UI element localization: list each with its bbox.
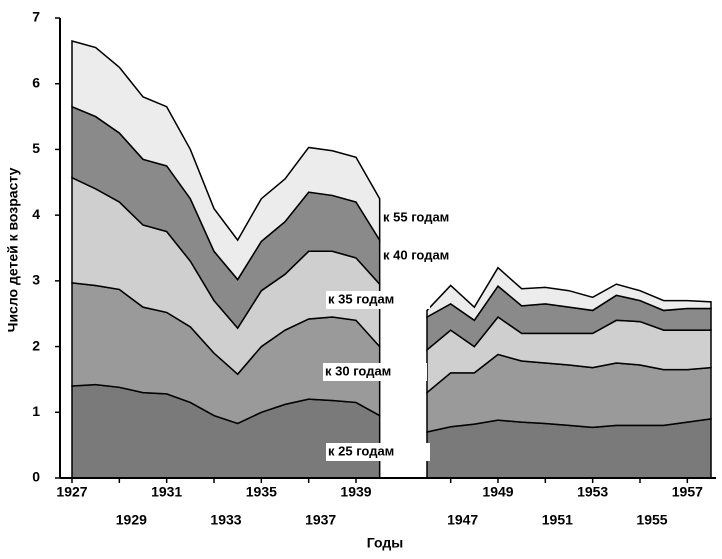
- x-tick-label: 1953: [577, 484, 608, 500]
- x-tick-label: 1957: [672, 484, 703, 500]
- x-axis-label: Годы: [367, 535, 403, 551]
- y-tick-label: 0: [32, 469, 40, 485]
- x-tick-label: 1947: [447, 512, 478, 528]
- series-label: к 35 годам: [328, 291, 394, 306]
- label-bg: [326, 291, 430, 309]
- x-tick-label: 1927: [56, 484, 87, 500]
- x-tick-label: 1931: [151, 484, 182, 500]
- y-tick-label: 2: [32, 337, 40, 353]
- label-bg: [381, 247, 485, 265]
- series-label: к 25 годам: [328, 443, 394, 458]
- x-tick-label: 1933: [210, 512, 241, 528]
- x-tick-label: 1949: [482, 484, 513, 500]
- label-bg: [323, 363, 427, 381]
- x-tick-label: 1929: [116, 512, 147, 528]
- y-axis-label: Число детей к возрасту: [5, 167, 21, 332]
- series-label: к 40 годам: [383, 247, 449, 262]
- x-tick-label: 1937: [305, 512, 336, 528]
- y-tick-label: 4: [32, 206, 40, 222]
- series-label: к 30 годам: [325, 363, 391, 378]
- series-label: к 55 годам: [383, 209, 449, 224]
- y-tick-label: 6: [32, 74, 40, 90]
- y-tick-label: 3: [32, 272, 40, 288]
- x-tick-label: 1935: [246, 484, 277, 500]
- label-bg: [381, 209, 485, 227]
- x-tick-label: 1951: [542, 512, 573, 528]
- y-tick-label: 7: [32, 9, 40, 25]
- label-bg: [326, 443, 430, 461]
- x-tick-label: 1955: [636, 512, 667, 528]
- y-tick-label: 5: [32, 140, 40, 156]
- y-tick-label: 1: [32, 403, 40, 419]
- x-tick-label: 1939: [340, 484, 371, 500]
- area: [71, 40, 712, 322]
